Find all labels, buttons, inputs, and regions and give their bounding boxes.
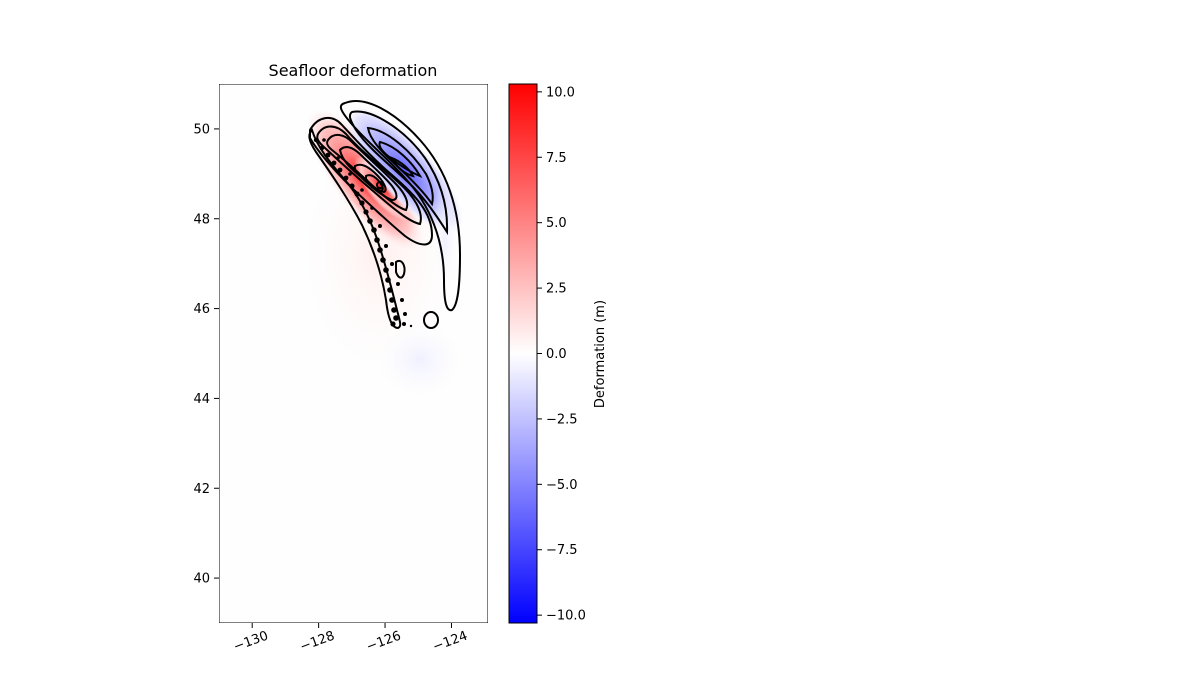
edge-dot [371,227,377,233]
edge-dot [389,297,395,303]
edge-dot [363,209,369,215]
y-tick-label: 44 [193,392,210,407]
edge-dot [409,324,413,328]
edge-dot [336,156,340,160]
subsidence-outer-contour [339,100,462,312]
edge-dot [331,160,337,166]
edge-dot [380,257,386,263]
edge-dot [319,145,325,151]
colorbar-ticks: 10.0 7.5 5.0 2.5 0.0 −2.5 −5.0 −7.5 −10.0 [537,85,586,624]
colorbar-label: Deformation (m) [593,300,608,408]
edge-dot [322,138,326,142]
colorbar-tick-label: −7.5 [546,543,578,558]
edge-dot [393,315,399,321]
edge-dot [377,247,383,253]
colorbar-tick-label: 10.0 [546,85,575,100]
colorbar-tick-label: 2.5 [546,282,567,297]
edge-dot [367,218,373,224]
small-closed-contour [423,311,439,329]
edge-dot [387,287,393,293]
subsidence-contour-4 [378,140,423,178]
uplift-contour-6 [365,174,384,192]
edge-dot [402,322,406,326]
trench-edge-contour [308,128,402,330]
uplift-contour-5 [353,163,387,194]
colorbar-tick-label: 5.0 [546,216,567,231]
colorbar-tick-label: 7.5 [546,151,567,166]
edge-dot [378,224,382,228]
faint-subsidence-halo [370,315,470,405]
edge-dot [359,200,365,206]
edge-dot [337,167,343,173]
edge-dot [325,152,331,158]
heatmap-panel [219,84,488,623]
edge-dot [348,172,352,176]
x-axis: −130 −128 −126 −124 [232,623,470,655]
y-tick-label: 46 [193,302,210,317]
edge-dot [385,277,391,283]
y-tick-label: 50 [193,122,210,137]
edge-dot [384,244,388,248]
uplift-contour-3 [326,134,409,212]
edge-dot [403,312,407,316]
y-axis: 40 42 44 46 48 50 [193,122,219,587]
edge-dot [370,206,374,210]
edge-dot [391,307,397,313]
edge-dot [349,183,355,189]
x-tick-label: −124 [431,629,470,655]
edge-dot [313,137,319,143]
subsidence-contour-5 [389,156,415,178]
edge-dot [400,298,404,302]
edge-contour-dots [313,137,413,328]
x-tick-label: −126 [365,629,404,655]
edge-dot [343,175,349,181]
y-tick-label: 42 [193,482,210,497]
colorbar-tick-label: −2.5 [546,412,578,427]
edge-dot [390,321,396,327]
edge-dot [374,237,380,243]
x-tick-label: −128 [298,629,337,655]
edge-dot [390,262,394,266]
y-tick-label: 40 [193,572,210,587]
colorbar-tick-label: 0.0 [546,347,567,362]
subsidence-tail [431,180,459,300]
y-tick-label: 48 [193,212,210,227]
edge-dot [383,267,389,273]
x-tick-label: −130 [232,629,271,655]
chart-title: Seafloor deformation [269,61,438,80]
uplift-contour-2 [316,125,422,226]
contour-lines [308,100,462,330]
colorbar-tick-label: −5.0 [546,478,578,493]
edge-dot [360,188,364,192]
edge-dot [354,191,360,197]
colorbar-gradient [508,83,538,624]
colorbar: 10.0 7.5 5.0 2.5 0.0 −2.5 −5.0 −7.5 −10.0 Deform… [508,83,608,624]
uplift-peak-contour [376,181,384,189]
colorbar-tick-label: −10.0 [546,609,586,624]
edge-dot [396,282,400,286]
subsidence-contour-2 [348,110,449,236]
southern-blue-contour [395,260,406,279]
